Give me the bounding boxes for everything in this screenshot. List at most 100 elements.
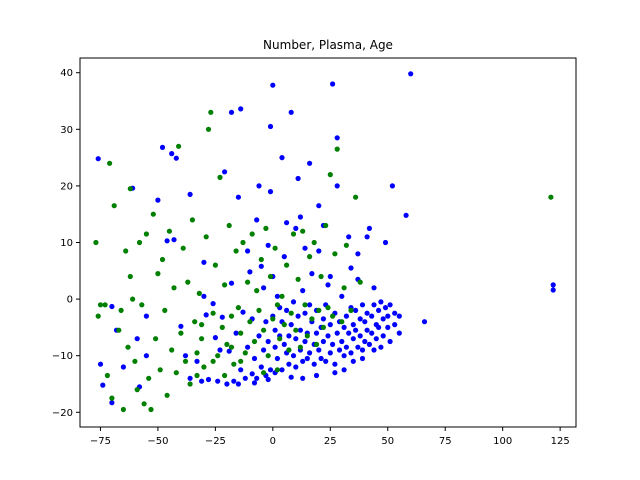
data-point xyxy=(150,211,156,217)
data-point xyxy=(199,378,205,384)
data-point xyxy=(240,239,246,246)
data-point xyxy=(205,126,212,132)
data-point xyxy=(249,231,255,237)
y-tick-label: 30 xyxy=(60,125,73,136)
data-point xyxy=(159,144,166,150)
data-point xyxy=(155,197,161,203)
data-point xyxy=(350,336,356,342)
data-point xyxy=(353,327,359,333)
data-point xyxy=(300,358,306,364)
data-point xyxy=(288,109,294,115)
data-point xyxy=(334,146,340,152)
x-tick-label: 75 xyxy=(439,436,452,447)
data-point xyxy=(403,212,409,218)
data-point xyxy=(382,239,389,246)
data-point xyxy=(421,319,428,325)
data-point xyxy=(270,82,276,88)
data-point xyxy=(316,307,322,313)
data-point xyxy=(201,364,207,370)
y-tick-label: −20 xyxy=(52,408,73,419)
data-point xyxy=(203,234,209,240)
data-point xyxy=(348,350,354,356)
data-point xyxy=(288,322,294,328)
data-point xyxy=(371,285,377,291)
data-point xyxy=(290,231,297,237)
data-point xyxy=(180,245,186,251)
data-point xyxy=(392,322,398,328)
data-point xyxy=(316,203,322,209)
data-point xyxy=(178,330,184,336)
data-point xyxy=(120,406,126,413)
data-point xyxy=(274,302,280,308)
data-point xyxy=(265,338,271,345)
data-point xyxy=(341,367,347,373)
data-point xyxy=(102,302,108,308)
data-point xyxy=(304,355,310,362)
data-point xyxy=(171,237,177,243)
data-point xyxy=(389,183,395,189)
data-point xyxy=(323,358,329,364)
data-point xyxy=(346,330,352,336)
data-point xyxy=(212,335,218,341)
data-point xyxy=(256,307,262,313)
data-point xyxy=(176,143,182,149)
y-tick-label: 20 xyxy=(60,181,73,192)
data-point xyxy=(254,217,260,223)
data-point xyxy=(293,225,299,231)
data-point xyxy=(378,299,384,305)
data-point xyxy=(258,256,264,263)
data-point xyxy=(93,239,99,246)
data-point xyxy=(359,347,366,353)
data-point xyxy=(238,330,244,336)
data-point xyxy=(212,262,218,268)
data-point xyxy=(109,400,115,406)
data-point xyxy=(267,189,274,195)
data-point xyxy=(164,392,170,398)
data-point xyxy=(295,276,301,282)
data-point xyxy=(380,333,386,339)
data-point xyxy=(341,353,347,359)
data-point xyxy=(247,319,253,325)
data-point xyxy=(134,387,140,393)
data-point xyxy=(325,333,331,339)
data-point xyxy=(284,307,290,313)
data-point xyxy=(235,305,241,311)
data-point xyxy=(228,109,235,115)
data-point xyxy=(290,299,297,305)
data-point xyxy=(332,370,338,376)
data-point xyxy=(330,81,336,87)
axis-layer: −75 −50 −25 0 25 50 75 100 125 −20 −10 0 10 20 30 40 xyxy=(52,68,570,447)
data-point xyxy=(408,71,414,77)
data-point xyxy=(272,245,278,251)
y-tick-label: 10 xyxy=(60,238,73,249)
data-point xyxy=(313,330,320,336)
data-point xyxy=(343,313,349,319)
data-point xyxy=(295,175,301,182)
data-point xyxy=(187,375,193,381)
data-point xyxy=(233,248,239,254)
data-point xyxy=(157,367,163,373)
data-point xyxy=(231,361,237,367)
data-point xyxy=(343,344,349,350)
data-point xyxy=(219,314,225,320)
data-point xyxy=(111,203,117,209)
data-point xyxy=(187,191,193,197)
data-point xyxy=(311,239,317,246)
data-point xyxy=(203,312,209,318)
data-point xyxy=(311,361,317,367)
data-point xyxy=(323,222,329,229)
data-point xyxy=(297,327,303,333)
data-point xyxy=(104,372,110,379)
data-point xyxy=(300,288,306,294)
data-point xyxy=(339,338,345,345)
data-point xyxy=(199,336,205,342)
data-point xyxy=(194,372,200,379)
data-point xyxy=(364,327,370,333)
data-point xyxy=(302,302,308,308)
data-point xyxy=(242,375,248,381)
data-point xyxy=(155,271,161,277)
data-point xyxy=(327,350,333,356)
data-point xyxy=(228,344,235,350)
data-point xyxy=(378,344,384,350)
